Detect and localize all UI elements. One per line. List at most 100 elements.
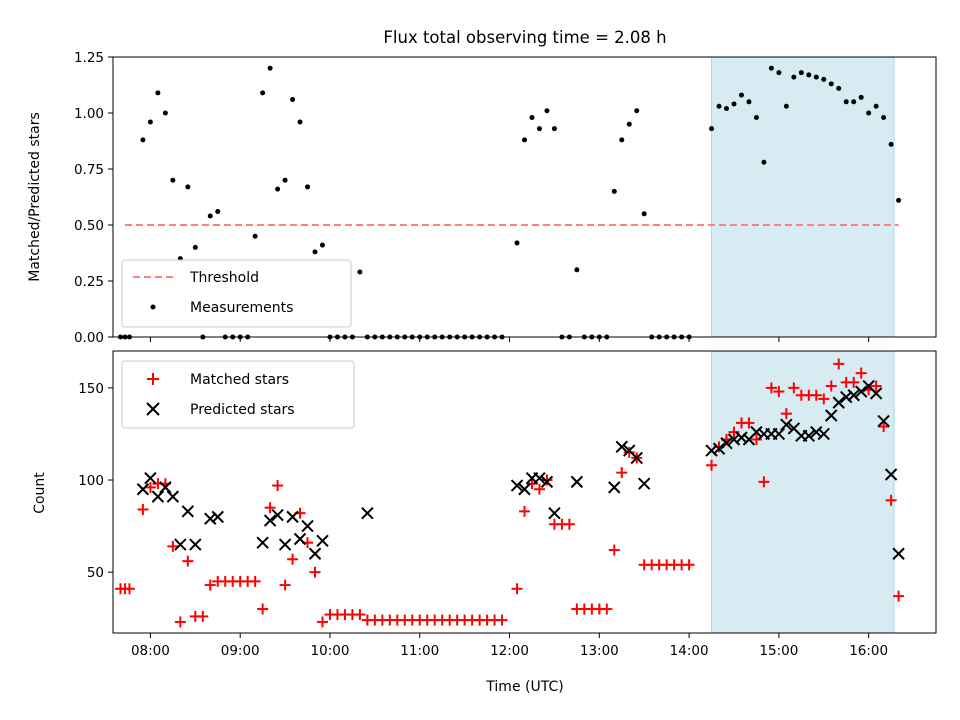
measurement-point [813,74,819,80]
predicted-star-marker-b [293,532,307,546]
measurement-point [252,233,258,239]
measurement-point [185,184,191,190]
measurement-point [267,65,273,71]
predicted-star-marker [570,475,584,489]
bottom-axes-frame [112,350,937,634]
matched-star-marker [541,474,553,486]
predicted-star-marker-b [361,506,374,520]
predicted-star-marker [750,425,763,439]
top-y-tick-label: 1.25 [74,50,104,66]
measurement-point [806,72,812,78]
predicted-star-marker [278,538,292,551]
predicted-star-marker-b [189,538,202,551]
top-legend: Threshold Measurements [121,259,352,328]
matched-star-marker [810,389,822,401]
measurement-point [746,99,752,105]
predicted-star-marker-b [570,475,584,489]
predicted-star-marker [892,547,905,560]
measurement-point [768,65,774,71]
measurement-point [290,97,296,103]
predicted-star-marker-b [840,390,853,404]
bottom-x-tick-label: 13:00 [580,643,619,659]
measurement-point [896,197,902,203]
bottom-y-axis-label: Count [32,472,48,514]
legend-matched-swatch [147,373,159,385]
predicted-star-marker-b [884,468,898,481]
measurement-point [319,242,325,248]
predicted-star-marker-b [862,379,875,393]
measurement-point [215,209,221,215]
matched-star-marker [818,393,830,405]
measurement-point [731,101,737,107]
bottom-legend: Matched stars Predicted stars [121,360,355,429]
predicted-star-marker-b [727,433,741,446]
predicted-star-marker-b [256,536,269,549]
bottom-x-tick-label: 09:00 [221,643,260,659]
measurement-point [858,94,864,100]
predicted-star-marker [712,442,726,455]
predicted-star-marker [884,468,898,481]
predicted-star-marker-b [877,414,890,428]
top-y-tick-label: 0.75 [74,162,104,178]
matched-star-marker [279,579,291,591]
predicted-star-marker-b [204,512,217,525]
predicted-star-marker [159,481,172,494]
matched-star-marker [825,380,837,392]
measurement-point [551,126,557,132]
measurement-point [162,110,168,116]
measurement-point [634,108,640,114]
predicted-star-marker-b [166,490,180,503]
matched-star-marker [758,476,770,488]
matched-star-marker [264,502,276,514]
predicted-star-marker-b [832,396,845,409]
measurement-point [791,74,797,80]
bottom-x-ticks: 08:00 09:00 10:00 11:00 12:00 13:00 14:00 15:00… [131,633,888,659]
matched-star-marker [773,386,785,398]
matched-star-marker [848,376,860,388]
matched-star-marker [309,566,321,578]
matched-stars-points [114,358,905,628]
predicted-star-marker-b [750,425,763,439]
predicted-star-marker [301,519,314,533]
top-y-tick-label: 0.00 [74,330,104,346]
matched-star-marker [526,478,538,490]
measurement-point [529,114,535,120]
measurement-point [544,108,550,114]
predicted-star-marker-b [181,505,195,518]
predicted-star-marker [151,490,165,503]
predicted-star-marker [548,506,561,520]
matched-star-marker [287,553,299,565]
top-panel: Flux total observing time = 2.08 h 0.000… [27,28,937,346]
predicted-star-marker-b [638,477,651,490]
measurement-point [783,103,789,109]
measurement-point [514,240,520,246]
measurement-point [611,188,617,194]
matched-star-marker [511,583,523,595]
bottom-x-tick-label: 08:00 [131,643,170,659]
predicted-star-marker [735,431,748,444]
legend-threshold-label: Threshold [189,270,259,286]
predicted-star-marker [316,534,329,548]
predicted-star-marker-b [847,389,860,402]
predicted-star-marker-b [301,519,314,533]
measurement-point [357,269,363,275]
matched-star-marker [563,518,575,530]
predicted-star-marker-b [263,514,277,527]
predicted-star-marker [540,475,554,489]
predicted-star-marker-b [278,538,292,551]
measurement-point [312,249,318,255]
measurement-point [305,184,311,190]
predicted-star-marker [877,414,890,428]
predicted-star-marker [847,389,860,402]
predicted-star-marker [361,506,374,520]
predicted-star-marker [630,451,643,465]
predicted-star-marker-b [869,387,883,400]
predicted-star-marker-b [510,479,524,492]
bottom-observing-window-shade [711,350,895,634]
measurement-point [275,186,281,192]
predicted-stars-points [136,379,905,560]
predicted-star-marker-b [810,425,823,439]
bottom-x-axis-label: Time (UTC) [485,679,563,695]
predicted-star-marker-b [705,444,718,457]
